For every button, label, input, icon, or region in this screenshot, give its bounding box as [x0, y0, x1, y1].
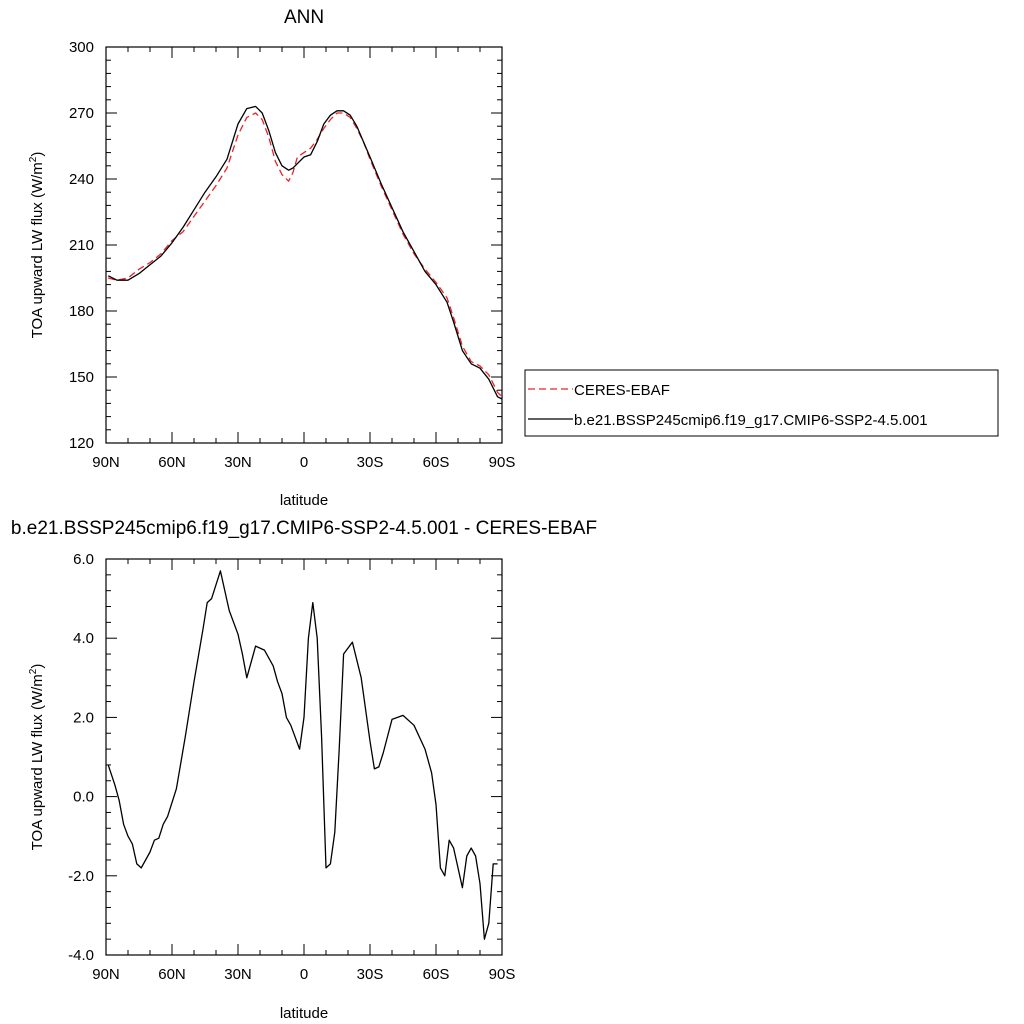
difference-panel: b.e21.BSSP245cmip6.f19_g17.CMIP6-SSP2-4.…	[11, 518, 597, 1022]
y-axis-label: TOA upward LW flux (W/m2)	[28, 664, 46, 851]
x-tick-label: 30S	[357, 966, 384, 983]
plot-frame	[105, 46, 503, 444]
tick-marks	[105, 46, 503, 444]
y-tick-label: 300	[69, 39, 94, 56]
x-tick-label: 30N	[224, 454, 252, 471]
x-tick-label: 90S	[489, 454, 516, 471]
y-tick-label: 180	[69, 303, 94, 320]
y-tick-labels: 300 270 240 210 180 150 120	[69, 39, 94, 452]
x-tick-label: 60S	[423, 966, 450, 983]
x-tick-label: 60N	[158, 454, 186, 471]
x-tick-label: 30N	[224, 966, 252, 983]
x-tick-label: 60S	[423, 454, 450, 471]
y-tick-label: 2.0	[73, 709, 94, 726]
series-line-model	[107, 105, 503, 400]
series-lines	[107, 105, 503, 400]
x-tick-label: 90S	[489, 966, 516, 983]
y-tick-label: 0.0	[73, 789, 94, 806]
tick-marks	[105, 558, 503, 956]
legend-box	[524, 369, 999, 437]
y-tick-label: 4.0	[73, 630, 94, 647]
y-axis-label: TOA upward LW flux (W/m2)	[28, 152, 46, 339]
y-tick-labels: 6.0 4.0 2.0 0.0 -2.0 -4.0	[68, 551, 94, 964]
series-lines	[107, 570, 498, 940]
zonal-mean-panel: ANN latitude TOA upward LW flux (W/m2) 9…	[28, 7, 515, 509]
chart-title: ANN	[284, 7, 324, 28]
series-line-ceres-ebaf	[108, 112, 503, 398]
legend-label-ceres: CERES-EBAF	[574, 382, 670, 399]
y-tick-label: 240	[69, 171, 94, 188]
x-tick-label: 0	[300, 454, 308, 471]
y-tick-label: -2.0	[68, 868, 94, 885]
plot-frame	[105, 558, 503, 956]
y-tick-label: 210	[69, 237, 94, 254]
x-tick-label: 90N	[92, 966, 120, 983]
y-tick-label: 120	[69, 435, 94, 452]
difference-chart-title: b.e21.BSSP245cmip6.f19_g17.CMIP6-SSP2-4.…	[11, 518, 597, 539]
y-tick-label: -4.0	[68, 947, 94, 964]
x-tick-label: 0	[300, 966, 308, 983]
y-tick-label: 270	[69, 105, 94, 122]
y-tick-label: 150	[69, 369, 94, 386]
x-tick-label: 60N	[158, 966, 186, 983]
legend: CERES-EBAF b.e21.BSSP245cmip6.f19_g17.CM…	[524, 369, 999, 437]
y-tick-label: 6.0	[73, 551, 94, 568]
x-tick-label: 30S	[357, 454, 384, 471]
x-tick-labels: 90N 60N 30N 0 30S 60S 90S	[92, 454, 515, 471]
series-line-difference	[107, 570, 498, 940]
x-axis-label: latitude	[280, 1005, 328, 1022]
legend-label-model: b.e21.BSSP245cmip6.f19_g17.CMIP6-SSP2-4.…	[574, 412, 928, 429]
x-axis-label: latitude	[280, 492, 328, 509]
x-tick-label: 90N	[92, 454, 120, 471]
x-tick-labels: 90N 60N 30N 0 30S 60S 90S	[92, 966, 515, 983]
